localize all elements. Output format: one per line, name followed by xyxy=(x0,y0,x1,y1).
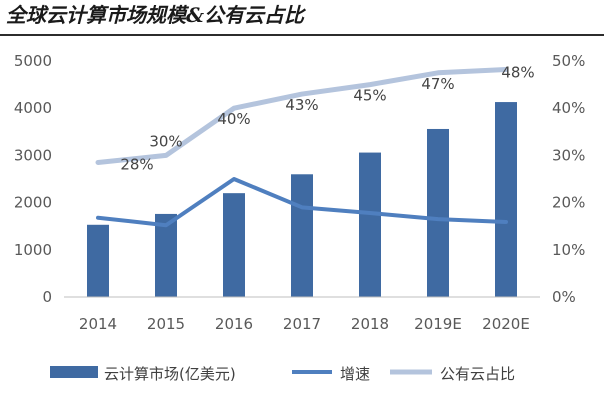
legend-bar-label: 云计算市场(亿美元) xyxy=(104,365,236,383)
left-axis-ticks: 0 1000 2000 3000 4000 5000 xyxy=(14,52,52,306)
share-data-label: 43% xyxy=(285,96,318,114)
bar xyxy=(427,128,449,297)
right-tick-label: 20% xyxy=(552,194,585,212)
bar xyxy=(223,193,245,297)
share-data-label: 45% xyxy=(353,87,386,105)
share-data-label: 48% xyxy=(501,63,534,81)
bar xyxy=(359,152,381,297)
legend-growth-label: 增速 xyxy=(340,365,370,383)
left-tick-label: 2000 xyxy=(14,194,52,212)
share-data-labels: 28% 30% 40% 43% 45% 47% 48% xyxy=(120,63,534,173)
bar xyxy=(291,174,313,297)
x-tick-label: 2016 xyxy=(215,315,253,333)
share-data-label: 47% xyxy=(421,75,454,93)
left-tick-label: 5000 xyxy=(14,52,52,70)
share-data-label: 30% xyxy=(149,132,182,150)
bar xyxy=(87,224,109,297)
x-tick-label: 2020E xyxy=(482,315,530,333)
bar xyxy=(495,102,517,298)
share-line-series xyxy=(95,66,509,165)
x-tick-label: 2017 xyxy=(283,315,321,333)
title-underline xyxy=(0,34,604,36)
x-tick-label: 2015 xyxy=(147,315,185,333)
bar-series xyxy=(87,102,517,298)
right-tick-label: 0% xyxy=(552,288,576,306)
growth-line xyxy=(96,177,508,228)
chart-title: 全球云计算市场规模&公有云占比 xyxy=(6,3,305,27)
right-tick-label: 40% xyxy=(552,99,585,117)
left-tick-label: 3000 xyxy=(14,146,52,164)
x-tick-label: 2019E xyxy=(414,315,462,333)
growth-line-series xyxy=(96,177,508,228)
bar xyxy=(155,213,177,297)
x-tick-label: 2014 xyxy=(79,315,117,333)
legend-bar-swatch xyxy=(50,366,98,378)
right-tick-label: 30% xyxy=(552,146,585,164)
right-tick-label: 10% xyxy=(552,241,585,259)
legend-share-label: 公有云占比 xyxy=(440,365,515,383)
share-line xyxy=(95,66,509,165)
right-axis-ticks: 0% 10% 20% 30% 40% 50% xyxy=(552,52,585,306)
left-tick-label: 0 xyxy=(42,288,52,306)
left-tick-label: 4000 xyxy=(14,99,52,117)
x-axis-ticks: 2014 2015 2016 2017 2018 2019E 2020E xyxy=(79,315,530,333)
left-tick-label: 1000 xyxy=(14,241,52,259)
right-tick-label: 50% xyxy=(552,52,585,70)
share-data-label: 40% xyxy=(217,110,250,128)
legend: 云计算市场(亿美元) 增速 公有云占比 xyxy=(50,365,515,383)
x-tick-label: 2018 xyxy=(351,315,389,333)
share-data-label: 28% xyxy=(120,155,153,173)
